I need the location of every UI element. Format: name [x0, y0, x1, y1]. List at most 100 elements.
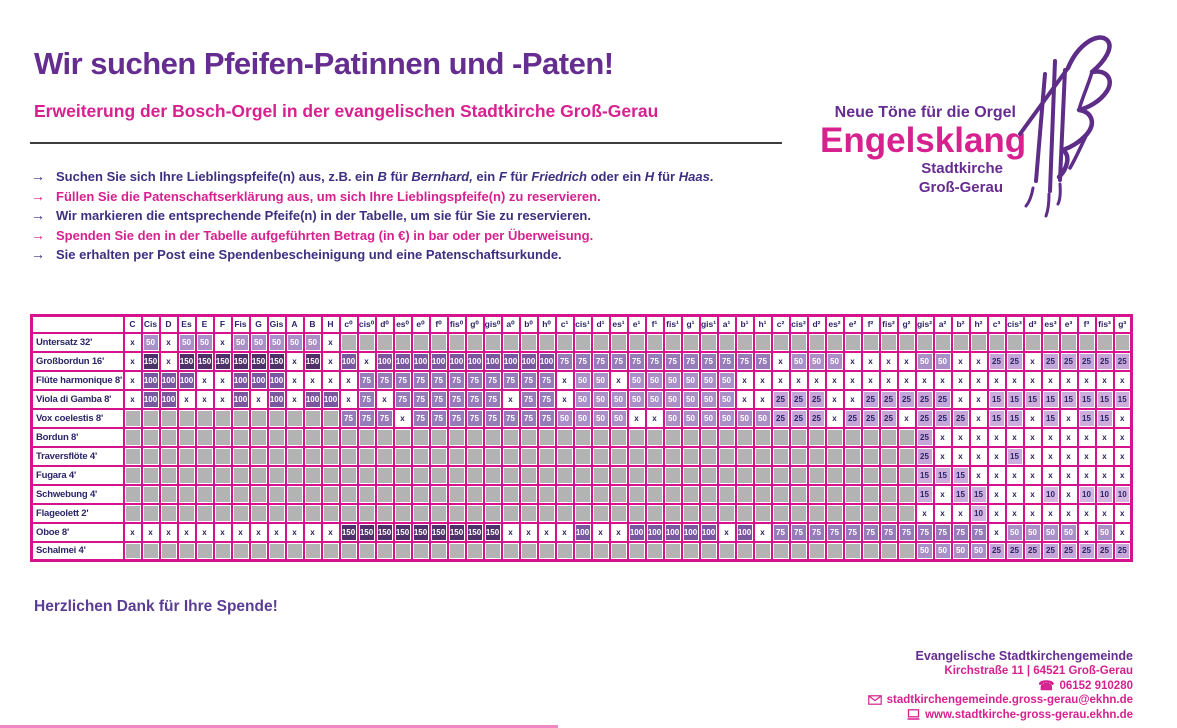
sponsored-cell: x [212, 388, 233, 410]
note-header-cell: F [212, 314, 233, 334]
empty-cell [734, 331, 755, 353]
empty-cell [248, 540, 269, 562]
empty-cell [680, 540, 701, 562]
empty-cell [662, 502, 683, 524]
empty-cell [662, 331, 683, 353]
price-cell: 25 [950, 407, 971, 429]
price-cell: 25 [1076, 350, 1097, 372]
empty-cell [716, 502, 737, 524]
price-cell: 75 [410, 388, 431, 410]
sponsored-cell: x [284, 369, 305, 391]
empty-cell [1094, 331, 1115, 353]
sponsored-cell: x [122, 350, 143, 372]
empty-cell [914, 331, 935, 353]
price-cell: 75 [338, 407, 359, 429]
price-cell: 50 [284, 331, 305, 353]
price-cell: 50 [950, 540, 971, 562]
empty-cell [266, 464, 287, 486]
sponsored-cell: x [320, 369, 341, 391]
price-cell: 100 [230, 388, 251, 410]
sponsored-cell: x [986, 483, 1007, 505]
price-cell: 75 [428, 369, 449, 391]
empty-cell [302, 464, 323, 486]
empty-cell [626, 445, 647, 467]
price-cell: 50 [662, 388, 683, 410]
empty-cell [176, 464, 197, 486]
note-header-cell: c⁰ [338, 314, 359, 334]
empty-cell [482, 540, 503, 562]
empty-cell [410, 464, 431, 486]
price-cell: 75 [410, 369, 431, 391]
sponsored-cell: x [500, 388, 521, 410]
price-cell: 50 [698, 388, 719, 410]
empty-cell [572, 502, 593, 524]
sponsored-cell: x [1094, 369, 1115, 391]
empty-cell [446, 483, 467, 505]
price-cell: 100 [410, 350, 431, 372]
empty-cell [554, 483, 575, 505]
empty-cell [410, 445, 431, 467]
empty-cell [824, 445, 845, 467]
price-cell: 50 [716, 369, 737, 391]
empty-cell [410, 483, 431, 505]
sponsored-cell: x [1022, 502, 1043, 524]
empty-cell [896, 426, 917, 448]
sponsored-cell: x [1076, 464, 1097, 486]
price-cell: 25 [788, 388, 809, 410]
price-cell: 75 [950, 521, 971, 543]
empty-cell [716, 540, 737, 562]
stop-label: Traversflöte 4' [30, 445, 125, 467]
stop-label: Großbordun 16' [30, 350, 125, 372]
sponsored-cell: x [644, 407, 665, 429]
empty-cell [230, 502, 251, 524]
sponsored-cell: x [950, 502, 971, 524]
empty-cell [608, 464, 629, 486]
note-header-cell: g⁰ [464, 314, 485, 334]
price-cell: 150 [140, 350, 161, 372]
sponsored-cell: x [878, 369, 899, 391]
sponsored-cell: x [842, 350, 863, 372]
sponsored-cell: x [554, 388, 575, 410]
empty-cell [428, 445, 449, 467]
price-cell: 150 [356, 521, 377, 543]
price-cell: 75 [590, 350, 611, 372]
empty-cell [752, 483, 773, 505]
stop-label: Schwebung 4' [30, 483, 125, 505]
empty-cell [212, 502, 233, 524]
arrow-icon: → [31, 226, 45, 243]
note-header-cell: Fis [230, 314, 251, 334]
price-cell: 25 [1058, 350, 1079, 372]
price-cell: 75 [356, 369, 377, 391]
sponsored-cell: x [968, 388, 989, 410]
empty-cell [698, 540, 719, 562]
empty-cell [356, 426, 377, 448]
empty-cell [410, 426, 431, 448]
price-cell: 15 [1076, 388, 1097, 410]
empty-cell [230, 483, 251, 505]
price-cell: 50 [230, 331, 251, 353]
sponsored-cell: x [824, 388, 845, 410]
sponsored-cell: x [1076, 369, 1097, 391]
sponsored-cell: x [950, 426, 971, 448]
note-header-cell: h² [968, 314, 989, 334]
price-cell: 75 [500, 407, 521, 429]
sponsored-cell: x [968, 426, 989, 448]
price-cell: 50 [590, 388, 611, 410]
price-cell: 75 [518, 369, 539, 391]
price-cell: 25 [770, 388, 791, 410]
note-header-cell: fis¹ [662, 314, 683, 334]
note-header-cell: b¹ [734, 314, 755, 334]
stop-label: Oboe 8' [30, 521, 125, 543]
empty-cell [482, 426, 503, 448]
price-cell: 75 [536, 407, 557, 429]
sponsored-cell: x [1004, 369, 1025, 391]
note-header-cell: e⁰ [410, 314, 431, 334]
note-header-cell: E [194, 314, 215, 334]
price-cell: 75 [482, 388, 503, 410]
price-cell: 50 [698, 369, 719, 391]
price-cell: 75 [806, 521, 827, 543]
price-cell: 150 [212, 350, 233, 372]
empty-cell [608, 331, 629, 353]
angel-wing-organ-pipes-drawing [1018, 35, 1112, 218]
sponsored-cell: x [986, 426, 1007, 448]
